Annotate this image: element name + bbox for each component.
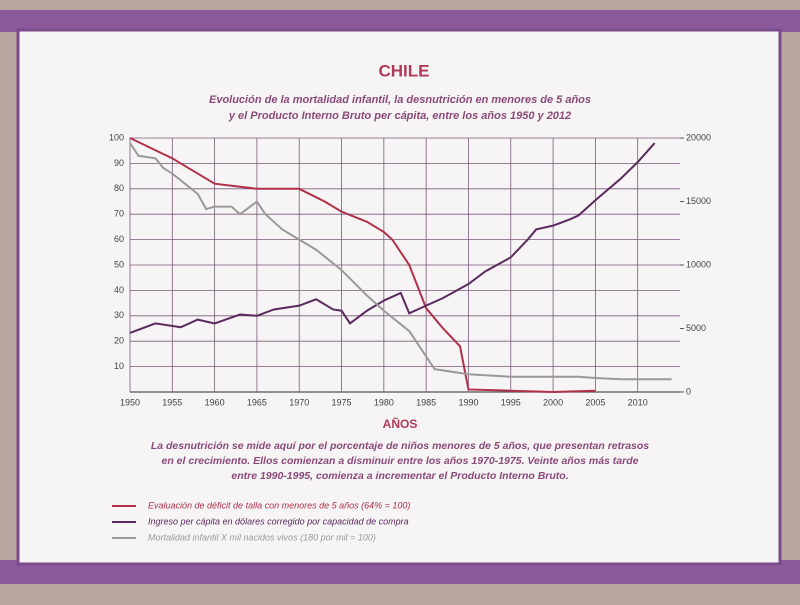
x-tick-label: 1975 — [332, 397, 352, 407]
note: en el crecimiento. Ellos comienzan a dis… — [162, 455, 639, 467]
x-tick-label: 1965 — [247, 397, 267, 407]
x-tick-label: 1950 — [120, 397, 140, 407]
x-tick-label: 1955 — [162, 397, 182, 407]
top-band — [0, 10, 800, 32]
x-tick-label: 2000 — [543, 397, 563, 407]
y2-tick-label: 15000 — [686, 196, 711, 206]
x-tick-label: 1995 — [501, 397, 521, 407]
note: La desnutrición se mide aquí por el porc… — [151, 440, 649, 452]
x-tick-label: 1980 — [374, 397, 394, 407]
y2-tick-label: 10000 — [686, 259, 711, 269]
series-line — [129, 142, 672, 381]
series-line — [129, 137, 596, 394]
y2-tick-label: 5000 — [686, 323, 706, 333]
x-tick-label: 1990 — [458, 397, 478, 407]
y-tick-label: 10 — [114, 361, 124, 371]
chart-title: CHILE — [379, 61, 430, 80]
y-tick-label: 60 — [114, 234, 124, 244]
x-tick-label: 1960 — [205, 397, 225, 407]
y-tick-label: 30 — [114, 310, 124, 320]
y-tick-label: 70 — [114, 209, 124, 219]
y2-tick-label: 0 — [686, 386, 691, 396]
legend-label: Mortalidad infantil X mil nacidos vivos … — [148, 532, 376, 542]
y-tick-label: 90 — [114, 158, 124, 168]
legend-label: Ingreso per cápita en dólares corregido … — [148, 516, 409, 526]
y-tick-label: 50 — [114, 259, 124, 269]
x-tick-label: 1970 — [289, 397, 309, 407]
y-tick-label: 100 — [109, 132, 124, 142]
y-tick-label: 80 — [114, 183, 124, 193]
y2-tick-label: 20000 — [686, 132, 711, 142]
legend-label: Evaluación de déficit de talla con menor… — [148, 500, 410, 510]
y-tick-label: 40 — [114, 285, 124, 295]
subtitle: Evolución de la mortalidad infantil, la … — [209, 94, 591, 106]
note: entre 1990-1995, comienza a incrementar … — [231, 470, 568, 482]
y-tick-label: 20 — [114, 336, 124, 346]
x-tick-label: 2005 — [585, 397, 605, 407]
x-tick-label: 1985 — [416, 397, 436, 407]
subtitle: y el Producto Interno Bruto per cápita, … — [228, 110, 571, 122]
x-axis-label: AÑOS — [383, 416, 418, 431]
x-tick-label: 2010 — [628, 397, 648, 407]
sheet — [16, 28, 782, 566]
series-line — [129, 142, 656, 334]
